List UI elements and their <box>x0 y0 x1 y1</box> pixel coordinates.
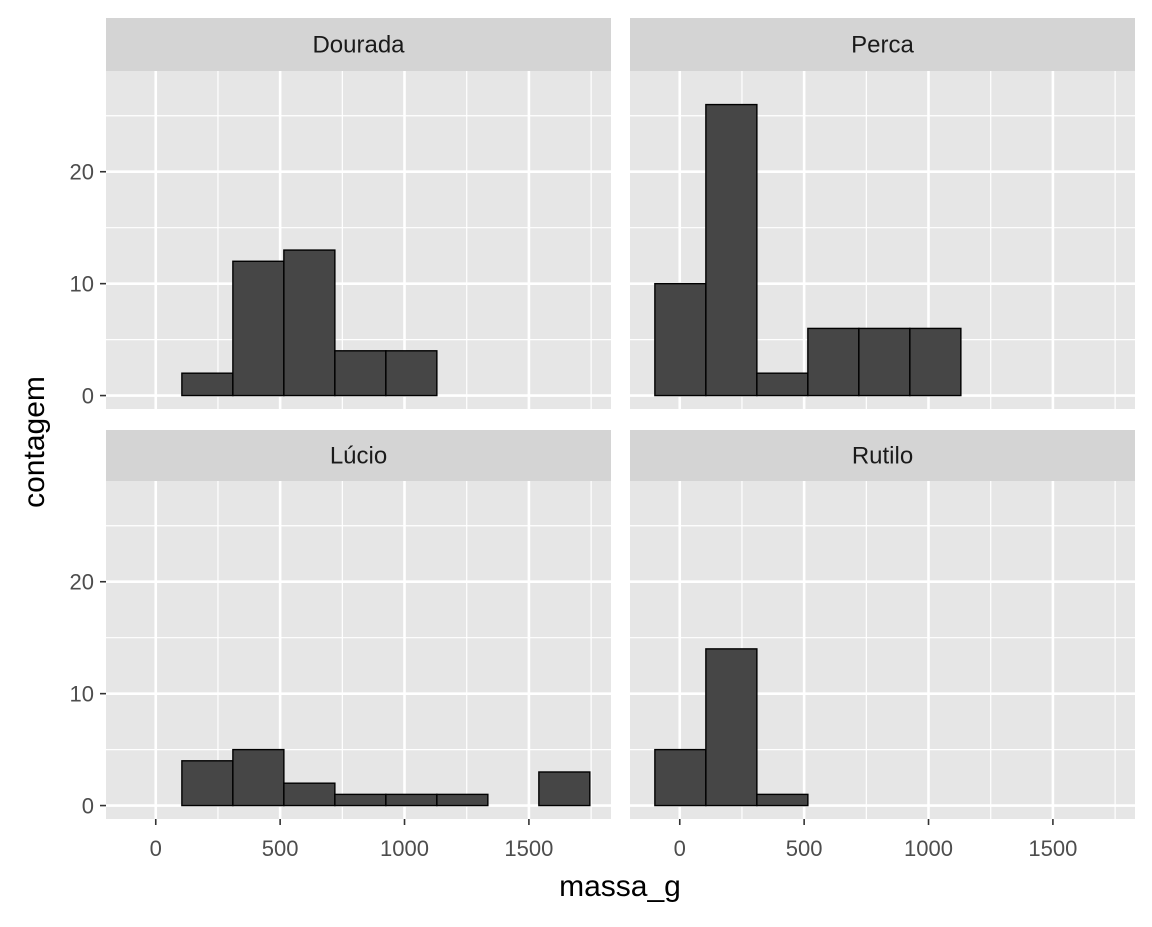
histogram-bar-lucio <box>538 771 591 807</box>
histogram-bar-lucio <box>232 748 285 807</box>
y-tick-label: 0 <box>82 794 94 819</box>
facet-strip-dourada <box>106 18 611 71</box>
histogram-bar-lucio <box>334 793 387 807</box>
facet-perca: Perca <box>630 18 1135 409</box>
histogram-bar-dourada <box>232 260 285 397</box>
facet-title-dourada: Dourada <box>312 32 405 59</box>
histogram-bar-lucio <box>283 782 336 807</box>
y-tick-label: 10 <box>70 272 94 297</box>
histogram-bar-perca <box>756 372 809 397</box>
histogram-bar-perca <box>705 103 758 397</box>
histogram-bar-perca <box>858 327 911 397</box>
facet-strip-perca <box>630 18 1135 71</box>
histogram-bar-perca <box>807 327 860 397</box>
x-tick-label: 1500 <box>504 836 553 861</box>
facet-strip-rutilo <box>630 430 1135 481</box>
facet-strip-lucio <box>106 430 611 481</box>
y-axis-title: contagem <box>18 376 51 508</box>
facet-rutilo: Rutilo <box>630 430 1135 819</box>
histogram-bar-rutilo <box>756 793 809 807</box>
histogram-bar-rutilo <box>705 648 758 807</box>
histogram-bar-lucio <box>181 760 234 807</box>
y-tick-label: 10 <box>70 682 94 707</box>
x-tick-label: 1000 <box>380 836 429 861</box>
histogram-bar-perca <box>654 282 707 397</box>
histogram-bar-lucio <box>436 793 489 807</box>
x-tick-label: 0 <box>674 836 686 861</box>
y-tick-label: 20 <box>70 160 94 185</box>
y-tick-label: 0 <box>82 384 94 409</box>
x-axis-title: massa_g <box>559 870 681 903</box>
histogram-bar-rutilo <box>654 748 707 807</box>
x-tick-label: 500 <box>262 836 299 861</box>
facet-title-perca: Perca <box>851 32 914 59</box>
x-tick-label: 1500 <box>1028 836 1077 861</box>
y-tick-label: 20 <box>70 570 94 595</box>
histogram-bar-dourada <box>385 350 438 397</box>
histogram-bar-lucio <box>385 793 438 807</box>
facet-title-rutilo: Rutilo <box>852 443 913 470</box>
axes-layer: 0 10 20 0 10 20 0 500 1000 1500 0 500 1000 1500 <box>70 160 1078 861</box>
histogram-bar-dourada <box>283 249 336 397</box>
facet-lucio: Lúcio <box>106 430 611 819</box>
panels-layer: Dourada Perca Lúcio Rutilo <box>106 18 1135 819</box>
x-tick-label: 500 <box>786 836 823 861</box>
x-tick-label: 1000 <box>904 836 953 861</box>
x-tick-label: 0 <box>150 836 162 861</box>
facet-dourada: Dourada <box>106 18 611 409</box>
histogram-bar-dourada <box>181 372 234 397</box>
facet-title-lucio: Lúcio <box>330 443 387 470</box>
histogram-bar-perca <box>909 327 962 397</box>
histogram-bar-dourada <box>334 350 387 397</box>
